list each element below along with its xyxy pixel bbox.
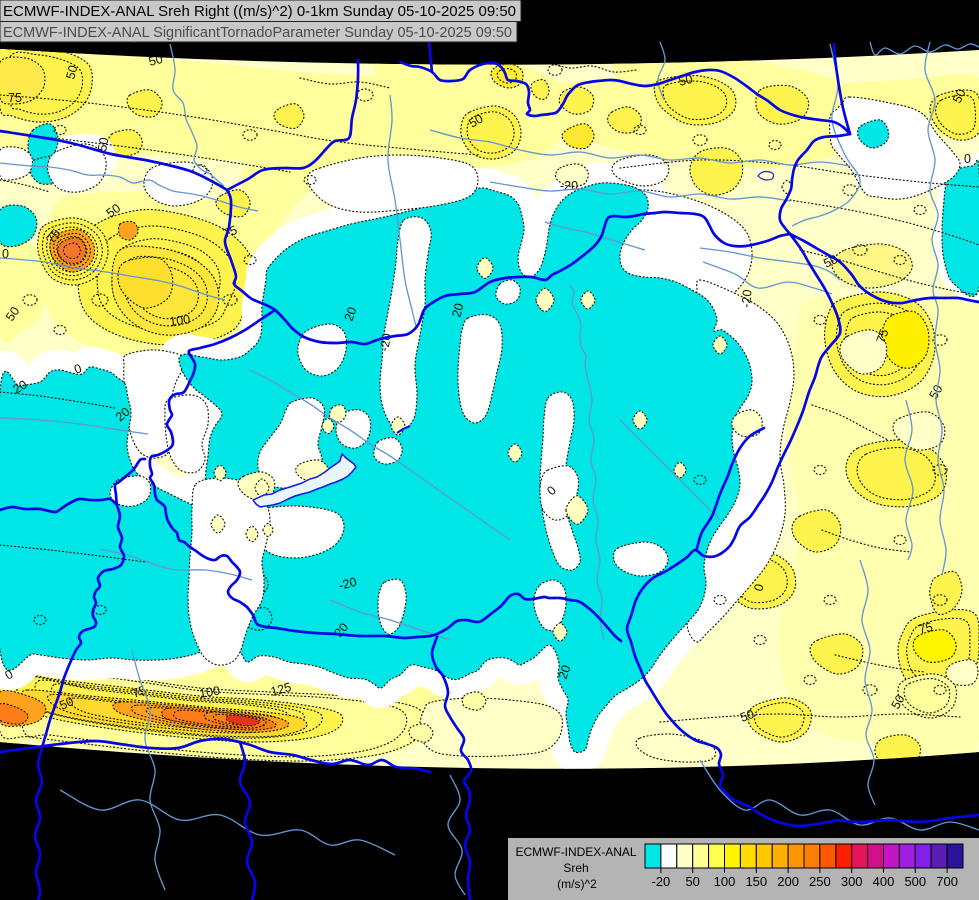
svg-text:0: 0 <box>72 361 83 377</box>
svg-text:50: 50 <box>888 692 907 711</box>
svg-text:(m/s)^2: (m/s)^2 <box>557 877 597 891</box>
svg-text:50: 50 <box>685 874 699 889</box>
svg-text:50: 50 <box>467 111 486 130</box>
svg-text:-20: -20 <box>337 575 358 593</box>
svg-text:500: 500 <box>904 874 926 889</box>
svg-text:50: 50 <box>738 707 756 725</box>
svg-text:125: 125 <box>269 680 293 699</box>
svg-text:20: 20 <box>556 663 574 681</box>
svg-text:0: 0 <box>964 152 971 166</box>
svg-text:50: 50 <box>57 694 76 713</box>
svg-text:50: 50 <box>821 252 840 271</box>
svg-text:100: 100 <box>168 312 191 329</box>
svg-text:75: 75 <box>8 91 22 105</box>
svg-text:700: 700 <box>936 874 958 889</box>
svg-text:ECMWF-INDEX-ANAL SignificantTo: ECMWF-INDEX-ANAL SignificantTornadoParam… <box>3 24 512 41</box>
svg-text:50: 50 <box>950 87 969 106</box>
svg-text:-20: -20 <box>739 289 755 308</box>
svg-text:ECMWF-INDEX-ANAL: ECMWF-INDEX-ANAL <box>516 845 637 859</box>
svg-text:100: 100 <box>198 684 221 701</box>
svg-text:Sreh: Sreh <box>563 861 588 875</box>
svg-text:300: 300 <box>841 874 863 889</box>
svg-text:50: 50 <box>104 201 123 220</box>
svg-text:0: 0 <box>2 247 9 261</box>
svg-text:75: 75 <box>917 620 934 637</box>
svg-text:75: 75 <box>130 683 148 701</box>
svg-text:75: 75 <box>874 327 892 345</box>
svg-text:50: 50 <box>63 64 80 81</box>
svg-text:20: 20 <box>449 302 466 319</box>
svg-text:400: 400 <box>873 874 895 889</box>
svg-text:-20: -20 <box>560 179 578 193</box>
svg-text:0: 0 <box>751 582 766 592</box>
svg-text:20: 20 <box>11 377 30 396</box>
svg-text:-20: -20 <box>652 874 671 889</box>
svg-text:ECMWF-INDEX-ANAL Sreh Right ((: ECMWF-INDEX-ANAL Sreh Right ((m/s)^2) 0-… <box>3 3 516 20</box>
svg-text:150: 150 <box>745 874 767 889</box>
svg-text:20: 20 <box>342 305 360 323</box>
svg-text:50: 50 <box>95 136 111 152</box>
svg-text:100: 100 <box>714 874 736 889</box>
svg-text:250: 250 <box>809 874 831 889</box>
svg-text:200: 200 <box>777 874 799 889</box>
svg-text:50: 50 <box>3 304 22 323</box>
